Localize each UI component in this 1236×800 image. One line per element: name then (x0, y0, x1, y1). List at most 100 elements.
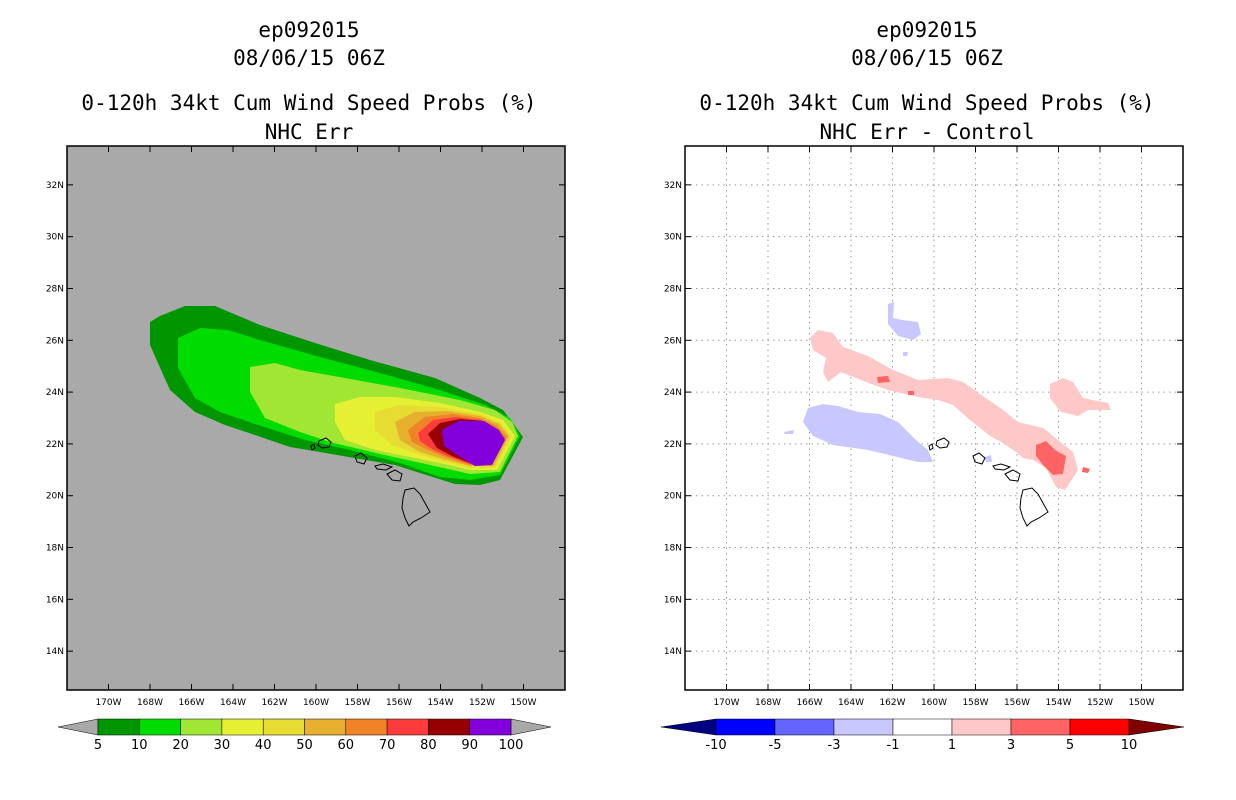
positive-east (1050, 378, 1111, 416)
island-molokai (374, 463, 394, 471)
probability-map: 170W 168W 166W 164W 162W 160W 158W 156W 154W 152W… (46, 145, 566, 753)
gridlines (685, 146, 1183, 690)
positive-3-5-west (877, 376, 890, 383)
colorbar-box (715, 718, 776, 736)
x-tick-label: 154W (1045, 698, 1071, 708)
colorbar-high-triangle (510, 718, 552, 736)
colorbar-label: 100 (499, 738, 524, 753)
colorbar-box (386, 718, 429, 736)
x-tick-label: 170W (95, 698, 121, 708)
y-tick-label: 16N (664, 595, 682, 605)
positive-3-5-small (1082, 467, 1090, 473)
colorbar-label: 50 (296, 738, 313, 753)
y-tick-label: 32N (46, 181, 64, 191)
y-tick-label: 20N (664, 492, 682, 502)
x-tick-label: 166W (178, 698, 204, 708)
colorbar-box (428, 718, 470, 736)
probability-panel: ep092015 08/06/15 06Z 0-120h 34kt Cum Wi… (46, 18, 566, 753)
positive-3-5-west2 (908, 391, 914, 395)
island-maui (386, 469, 403, 482)
island-molokai (992, 463, 1012, 471)
colorbar-box (262, 718, 305, 736)
y-tick-label: 26N (664, 336, 682, 346)
colorbar-box (139, 718, 181, 736)
y-tick-label: 18N (664, 544, 682, 554)
x-tick-label: 158W (962, 698, 988, 708)
island-big (1019, 487, 1049, 527)
x-tick-label: 150W (510, 698, 536, 708)
colorbar-label: 40 (255, 738, 272, 753)
colorbar-box (892, 718, 953, 736)
colorbar-high-triangle (1128, 718, 1185, 736)
x-tick-label: 162W (261, 698, 287, 708)
y-tick-label: 22N (46, 440, 64, 450)
x-tick-label: 166W (796, 698, 822, 708)
x-tick-label: 162W (879, 698, 905, 708)
y-tick-label: 22N (664, 440, 682, 450)
colorbar-label: -1 (887, 738, 900, 753)
colorbar-label: 90 (461, 738, 478, 753)
positive-band (810, 330, 1078, 490)
negative-west (803, 404, 933, 462)
colorbar: -10 -5 -3 -1 1 3 5 10 (660, 718, 1185, 753)
colorbar: 5 10 20 30 40 50 60 70 80 90 100 (57, 718, 552, 753)
colorbar-label: -3 (828, 738, 841, 753)
island-kauai (935, 437, 950, 449)
datetime: 08/06/15 06Z (851, 46, 1003, 70)
colorbar-box (345, 718, 388, 736)
colorbar-box (1010, 718, 1071, 736)
colorbar-box (774, 718, 835, 736)
y-tick-label: 16N (46, 595, 64, 605)
chart-subtitle: NHC Err - Control (819, 120, 1035, 144)
positive-3-5-east (1036, 441, 1066, 475)
island-niihau (310, 443, 316, 451)
x-tick-label: 168W (755, 698, 781, 708)
colorbar-label: -5 (769, 738, 782, 753)
colorbar-label: 1 (948, 738, 956, 753)
y-tick-label: 24N (46, 388, 64, 398)
x-tick-label: 152W (1087, 698, 1113, 708)
colorbar-label: 5 (94, 738, 102, 753)
colorbar-box (951, 718, 1012, 736)
colorbar-label: 70 (379, 738, 396, 753)
island-big (401, 487, 431, 527)
colorbar-box (180, 718, 223, 736)
x-tick-label: 160W (303, 698, 329, 708)
island-niihau (928, 443, 934, 451)
colorbar-label: 60 (338, 738, 355, 753)
y-tick-label: 14N (46, 647, 64, 657)
axis-ticks: 170W 168W 166W 164W 162W 160W 158W 156W 154W 152W… (664, 146, 1183, 708)
colorbar-box (469, 718, 512, 736)
colorbar-label: 3 (1007, 738, 1015, 753)
island-oahu (354, 452, 368, 465)
negative-north (888, 302, 921, 340)
y-tick-label: 24N (664, 388, 682, 398)
x-tick-label: 156W (386, 698, 412, 708)
x-tick-label: 158W (344, 698, 370, 708)
probability-contours (150, 306, 523, 485)
colorbar-label: 5 (1066, 738, 1074, 753)
colorbar-box (221, 718, 264, 736)
y-tick-label: 32N (664, 181, 682, 191)
y-tick-label: 18N (46, 544, 64, 554)
x-tick-label: 164W (220, 698, 246, 708)
colorbar-low-triangle (660, 718, 717, 736)
difference-map: 170W 168W 166W 164W 162W 160W 158W 156W 154W 152W… (660, 145, 1185, 753)
difference-panel: ep092015 08/06/15 06Z 0-120h 34kt Cum Wi… (618, 0, 1236, 800)
colorbar-label: 30 (214, 738, 231, 753)
coastlines (310, 437, 431, 527)
contour-90 (442, 421, 505, 466)
chart-title: 0-120h 34kt Cum Wind Speed Probs (%) (699, 91, 1155, 115)
x-tick-label: 150W (1128, 698, 1154, 708)
axis-ticks: 170W 168W 166W 164W 162W 160W 158W 156W 154W 152W… (46, 146, 565, 708)
y-tick-label: 28N (664, 284, 682, 294)
chart-title: 0-120h 34kt Cum Wind Speed Probs (%) (81, 91, 537, 115)
chart-subtitle: NHC Err (264, 120, 354, 144)
colorbar-box (833, 718, 894, 736)
negative-tiny (903, 352, 908, 356)
island-oahu (972, 452, 986, 465)
y-tick-label: 26N (46, 336, 64, 346)
y-tick-label: 28N (46, 284, 64, 294)
x-tick-label: 154W (427, 698, 453, 708)
colorbar-box (304, 718, 347, 736)
